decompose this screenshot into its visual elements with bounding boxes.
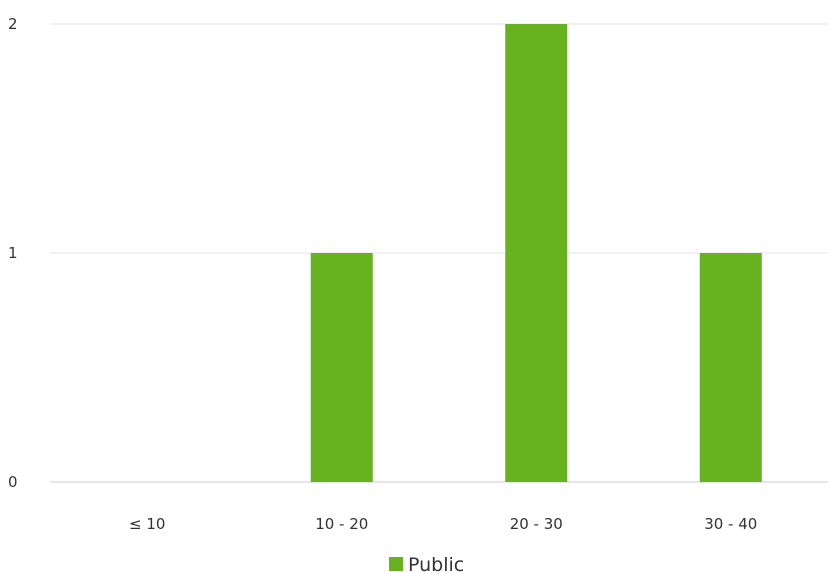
bar[interactable]	[310, 253, 373, 482]
x-axis-ticks: ≤ 10 10 - 20 20 - 30 30 - 40	[129, 515, 757, 533]
x-tick-label: 10 - 20	[315, 515, 368, 533]
y-axis-ticks: 0 1 2	[8, 15, 18, 491]
grid-lines	[50, 23, 828, 483]
x-tick-label: 20 - 30	[510, 515, 563, 533]
x-tick-label: ≤ 10	[129, 515, 165, 533]
x-tick-label: 30 - 40	[704, 515, 757, 533]
bar[interactable]	[505, 24, 568, 482]
y-tick-label: 1	[8, 244, 18, 262]
y-tick-label: 2	[8, 15, 18, 33]
y-tick-label: 0	[8, 473, 18, 491]
legend[interactable]: Public	[389, 554, 464, 572]
bar[interactable]	[699, 253, 762, 482]
legend-label: Public	[408, 554, 464, 572]
legend-swatch	[389, 557, 403, 571]
bars	[310, 24, 762, 482]
